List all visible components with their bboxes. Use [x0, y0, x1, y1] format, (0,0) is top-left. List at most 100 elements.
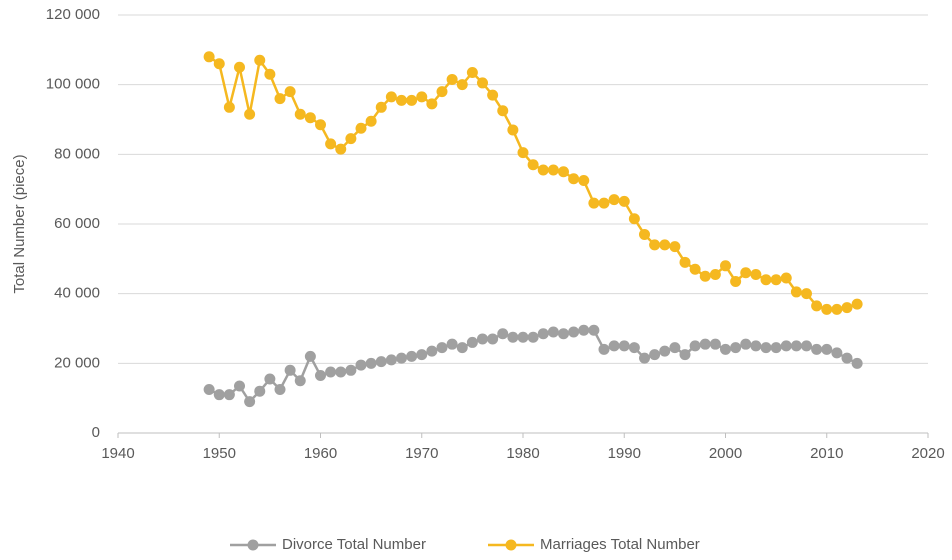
data-point	[669, 342, 681, 354]
data-point	[213, 389, 225, 401]
data-point	[304, 350, 316, 362]
data-point	[780, 340, 792, 352]
data-point	[254, 385, 266, 397]
x-tick-label: 2000	[709, 445, 742, 462]
data-point	[325, 138, 337, 150]
data-point	[203, 383, 215, 395]
data-point	[851, 357, 863, 369]
y-axis-label: Total Number (piece)	[11, 154, 28, 293]
data-point	[709, 338, 721, 350]
data-point	[669, 241, 681, 253]
data-point	[659, 239, 671, 251]
data-point	[213, 58, 225, 70]
data-point	[801, 288, 812, 300]
data-point	[264, 373, 276, 385]
data-point	[244, 396, 256, 408]
data-point	[487, 89, 499, 101]
data-point	[760, 342, 772, 354]
data-point	[294, 375, 306, 387]
data-point	[436, 342, 448, 354]
data-point	[497, 105, 509, 117]
data-point	[750, 340, 762, 352]
y-tick-label: 40 000	[54, 285, 100, 302]
y-tick-label: 80 000	[54, 145, 100, 162]
x-tick-label: 2020	[911, 445, 944, 462]
data-point	[831, 347, 843, 359]
data-point	[699, 270, 711, 282]
data-point	[355, 359, 367, 371]
data-point	[588, 324, 600, 336]
data-point	[406, 94, 418, 106]
data-point	[588, 197, 600, 209]
data-point	[436, 86, 448, 98]
data-point	[740, 338, 752, 350]
legend-marker	[247, 539, 259, 551]
data-point	[234, 380, 245, 392]
x-tick-label: 1970	[405, 445, 438, 462]
data-point	[335, 366, 347, 378]
data-point	[547, 326, 559, 338]
data-point	[466, 66, 478, 78]
data-point	[254, 54, 266, 66]
data-point	[355, 122, 367, 134]
data-point	[821, 343, 833, 355]
data-point	[720, 343, 731, 355]
data-point	[699, 338, 711, 350]
data-point	[760, 274, 772, 286]
data-point	[294, 108, 306, 120]
data-point	[335, 143, 347, 155]
data-point	[385, 91, 397, 103]
data-point	[547, 164, 559, 176]
data-point	[274, 383, 286, 395]
data-point	[406, 350, 418, 362]
data-point	[790, 340, 802, 352]
data-point	[446, 338, 458, 350]
data-point	[466, 336, 478, 348]
data-point	[628, 213, 640, 225]
data-point	[416, 91, 428, 103]
data-point	[244, 108, 256, 120]
data-point	[517, 147, 529, 159]
data-point	[477, 333, 488, 345]
data-point	[507, 331, 519, 343]
data-point	[396, 352, 407, 364]
x-tick-label: 1940	[101, 445, 134, 462]
y-tick-label: 0	[92, 424, 100, 441]
data-point	[618, 195, 630, 207]
data-point	[608, 340, 620, 352]
data-point	[740, 267, 752, 279]
data-point	[801, 340, 812, 352]
data-point	[284, 364, 296, 376]
data-point	[223, 389, 235, 401]
data-point	[345, 133, 357, 145]
data-point	[679, 349, 691, 361]
data-point	[841, 302, 853, 314]
data-point	[679, 256, 691, 268]
data-point	[375, 356, 387, 368]
data-point	[720, 260, 731, 272]
data-point	[365, 115, 377, 127]
x-tick-label: 1950	[203, 445, 236, 462]
data-point	[811, 343, 823, 355]
data-point	[770, 274, 782, 286]
data-point	[345, 364, 357, 376]
data-point	[396, 94, 407, 106]
data-point	[203, 51, 215, 63]
data-point	[315, 119, 326, 131]
data-point	[811, 300, 823, 312]
x-tick-label: 1990	[608, 445, 641, 462]
data-point	[365, 357, 377, 369]
data-point	[375, 101, 387, 113]
y-tick-label: 20 000	[54, 354, 100, 371]
x-tick-label: 1980	[506, 445, 539, 462]
data-point	[689, 263, 701, 275]
data-point	[639, 352, 650, 364]
data-point	[730, 342, 742, 354]
data-point	[649, 349, 661, 361]
data-point	[689, 340, 701, 352]
data-point	[618, 340, 630, 352]
data-point	[780, 272, 792, 284]
data-point	[537, 164, 549, 176]
data-point	[416, 349, 428, 361]
data-point	[284, 86, 296, 98]
